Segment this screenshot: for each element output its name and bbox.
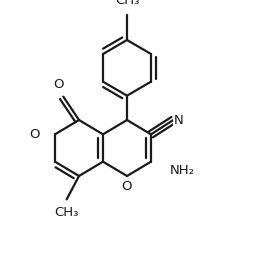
Text: O: O (53, 78, 64, 91)
Text: O: O (29, 128, 39, 141)
Text: CH₃: CH₃ (54, 206, 79, 219)
Text: N: N (173, 114, 183, 126)
Text: CH₃: CH₃ (115, 0, 139, 7)
Text: NH₂: NH₂ (170, 164, 195, 177)
Text: O: O (122, 180, 132, 193)
